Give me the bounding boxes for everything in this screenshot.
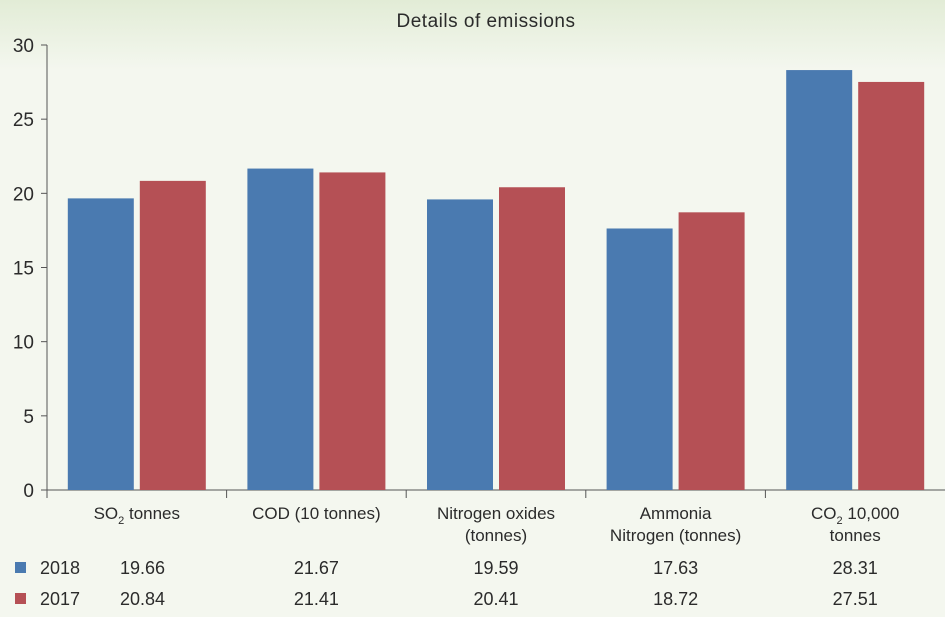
- label-part: COD (10 tonnes): [252, 504, 381, 523]
- legend-label-2017: 2017: [40, 589, 80, 609]
- bar-2018-0: [67, 198, 134, 491]
- subscript: 2: [837, 515, 843, 527]
- y-tick-label: 15: [13, 259, 34, 280]
- y-tick-label: 10: [13, 333, 34, 354]
- x-category-label: Nitrogen (tonnes): [610, 526, 741, 545]
- data-label: 28.31: [833, 558, 878, 578]
- category-labels: SO2 tonnes COD (10 tonnes) Nitrogen oxides…: [94, 504, 900, 545]
- data-label: 27.51: [833, 589, 878, 609]
- data-table: 2018 19.66 21.67 19.59 17.63 28.31 2017 20.84 21…: [15, 558, 878, 609]
- data-label: 21.67: [294, 558, 339, 578]
- x-category-label: SO2 tonnes: [94, 504, 180, 527]
- legend-label-2018: 2018: [40, 558, 80, 578]
- data-label: 17.63: [653, 558, 698, 578]
- label-part: tonnes: [124, 504, 180, 523]
- bar-2017-0: [139, 180, 206, 490]
- data-label: 18.72: [653, 589, 698, 609]
- label-part: Ammonia: [640, 504, 712, 523]
- bar-2018-4: [786, 70, 853, 491]
- x-category-label: Nitrogen oxides: [437, 504, 555, 523]
- data-label: 19.59: [473, 558, 518, 578]
- x-category-label: tonnes: [830, 526, 881, 545]
- label-part: 10,000: [843, 504, 900, 523]
- y-tick-label: 0: [23, 481, 34, 502]
- bar-2018-3: [606, 228, 673, 490]
- label-part: CO: [811, 504, 837, 523]
- legend-swatch-2017: [15, 593, 26, 604]
- label-part: Nitrogen (tonnes): [610, 526, 741, 545]
- label-part: tonnes: [830, 526, 881, 545]
- x-category-label: CO2 10,000: [811, 504, 899, 527]
- bar-2018-1: [247, 168, 314, 491]
- subscript: 2: [118, 515, 124, 527]
- bars: [67, 70, 925, 491]
- data-label: 19.66: [120, 558, 165, 578]
- legend-swatch-2018: [15, 562, 26, 573]
- x-category-label: Ammonia: [640, 504, 712, 523]
- bar-2017-3: [678, 212, 745, 490]
- y-tick-label: 25: [13, 110, 34, 131]
- data-label: 21.41: [294, 589, 339, 609]
- data-label: 20.84: [120, 589, 165, 609]
- bar-2017-2: [499, 187, 565, 491]
- y-tick-label: 20: [13, 184, 34, 205]
- x-category-label: COD (10 tonnes): [252, 504, 381, 523]
- label-part: (tonnes): [465, 526, 527, 545]
- bar-2018-2: [427, 199, 493, 491]
- x-category-label: (tonnes): [465, 526, 527, 545]
- bar-2017-1: [319, 172, 386, 490]
- label-part: SO: [94, 504, 119, 523]
- bar-2017-4: [858, 81, 925, 490]
- y-tick-label: 30: [13, 36, 34, 57]
- y-tick-label: 5: [23, 407, 34, 428]
- label-part: Nitrogen oxides: [437, 504, 555, 523]
- data-label: 20.41: [473, 589, 518, 609]
- chart-title: Details of emissions: [397, 11, 576, 32]
